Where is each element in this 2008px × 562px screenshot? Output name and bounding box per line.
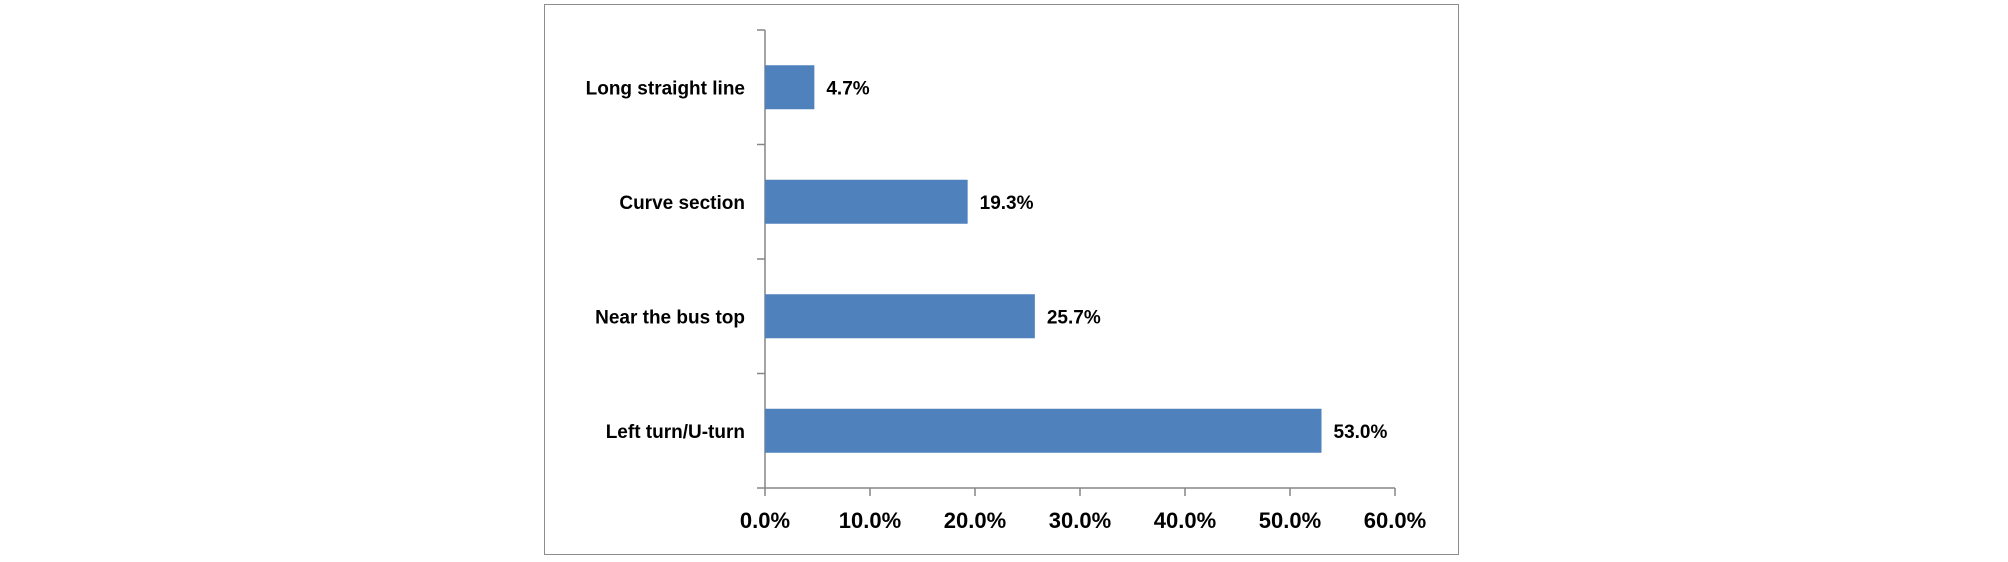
bar [765, 179, 968, 224]
x-tick-label: 10.0% [839, 508, 901, 533]
bar [765, 65, 815, 110]
data-label: 19.3% [980, 193, 1034, 214]
x-tick-label: 0.0% [740, 508, 790, 533]
chart-frame [544, 4, 1459, 555]
x-tick-label: 60.0% [1364, 508, 1426, 533]
category-label: Left turn/U-turn [606, 422, 745, 443]
category-label: Near the bus top [595, 307, 745, 328]
data-label: 53.0% [1334, 422, 1388, 443]
x-tick-label: 50.0% [1259, 508, 1321, 533]
x-tick-label: 30.0% [1049, 508, 1111, 533]
data-label: 25.7% [1047, 307, 1101, 328]
data-label: 4.7% [826, 78, 869, 99]
category-label: Curve section [619, 193, 745, 214]
bar [765, 408, 1322, 453]
bar [765, 294, 1035, 339]
x-tick-label: 40.0% [1154, 508, 1216, 533]
x-tick-label: 20.0% [944, 508, 1006, 533]
category-label: Long straight line [586, 78, 745, 99]
